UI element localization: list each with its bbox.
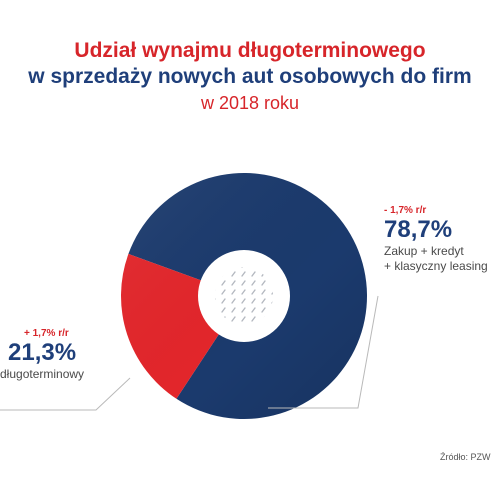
title-line-2: w sprzedaży nowych aut osobowych do firm (28, 65, 472, 88)
label-left-percent: 21,3% (8, 339, 77, 366)
center-pattern (215, 267, 273, 325)
label-right-desc-1: Zakup + kredyt (384, 244, 464, 258)
source-note: Źródło: PZW (440, 452, 491, 462)
title-line-3: w 2018 roku (200, 93, 300, 113)
leader-line-right (268, 295, 379, 409)
label-right-percent: 78,7% (384, 216, 453, 243)
label-left-change: + 1,7% r/r (24, 328, 69, 339)
leader-line-left (0, 377, 131, 411)
label-left: + 1,7% r/r 21,3% długoterminowy (0, 328, 84, 382)
chart-title: Udział wynajmu długoterminowego w sprzed… (0, 38, 500, 116)
label-right-desc-2: + klasyczny leasing (384, 259, 488, 273)
label-left-desc-1: długoterminowy (0, 367, 85, 381)
title-line-1: Udział wynajmu długoterminowego (74, 39, 426, 62)
label-right: - 1,7% r/r 78,7% Zakup + kredyt + klasyc… (384, 205, 488, 274)
label-right-change: - 1,7% r/r (384, 205, 427, 216)
